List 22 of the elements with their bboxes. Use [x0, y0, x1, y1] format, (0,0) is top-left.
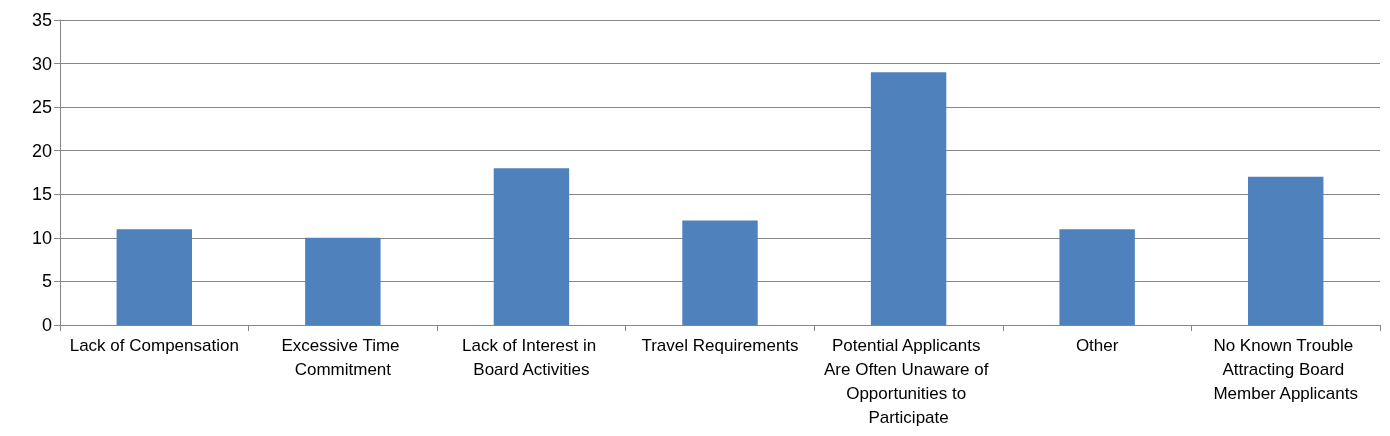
bar — [1059, 229, 1135, 325]
bar — [305, 237, 381, 325]
y-tick-label: 5 — [41, 271, 52, 292]
x-tick-label: Lack of Compensation — [69, 335, 239, 355]
x-tick-label: Travel Requirements — [641, 335, 799, 355]
y-tick-label: 10 — [31, 227, 52, 248]
x-tick-label: No Known Trouble Attracting Board Member Applicants — [1213, 335, 1359, 403]
x-tick-label: Potential Applicants Are Often Unaware of Opportunities to Participate — [824, 335, 994, 427]
bar — [116, 229, 192, 325]
x-tick-label: Other — [1075, 335, 1119, 355]
bar — [1248, 176, 1324, 325]
x-tick-label: Excessive Time Commitment — [281, 335, 405, 379]
x-tick-label: Lack of Interest in Board Activities — [461, 335, 601, 379]
y-tick-label: 30 — [31, 53, 52, 74]
y-tick-label: 25 — [31, 97, 52, 118]
y-tick-label: 15 — [31, 184, 52, 205]
bar — [682, 220, 758, 325]
bar — [493, 168, 570, 325]
y-tick-label: 35 — [31, 10, 52, 30]
bar — [870, 72, 947, 325]
y-tick-label: 20 — [31, 140, 52, 161]
y-tick-label: 0 — [41, 315, 52, 335]
